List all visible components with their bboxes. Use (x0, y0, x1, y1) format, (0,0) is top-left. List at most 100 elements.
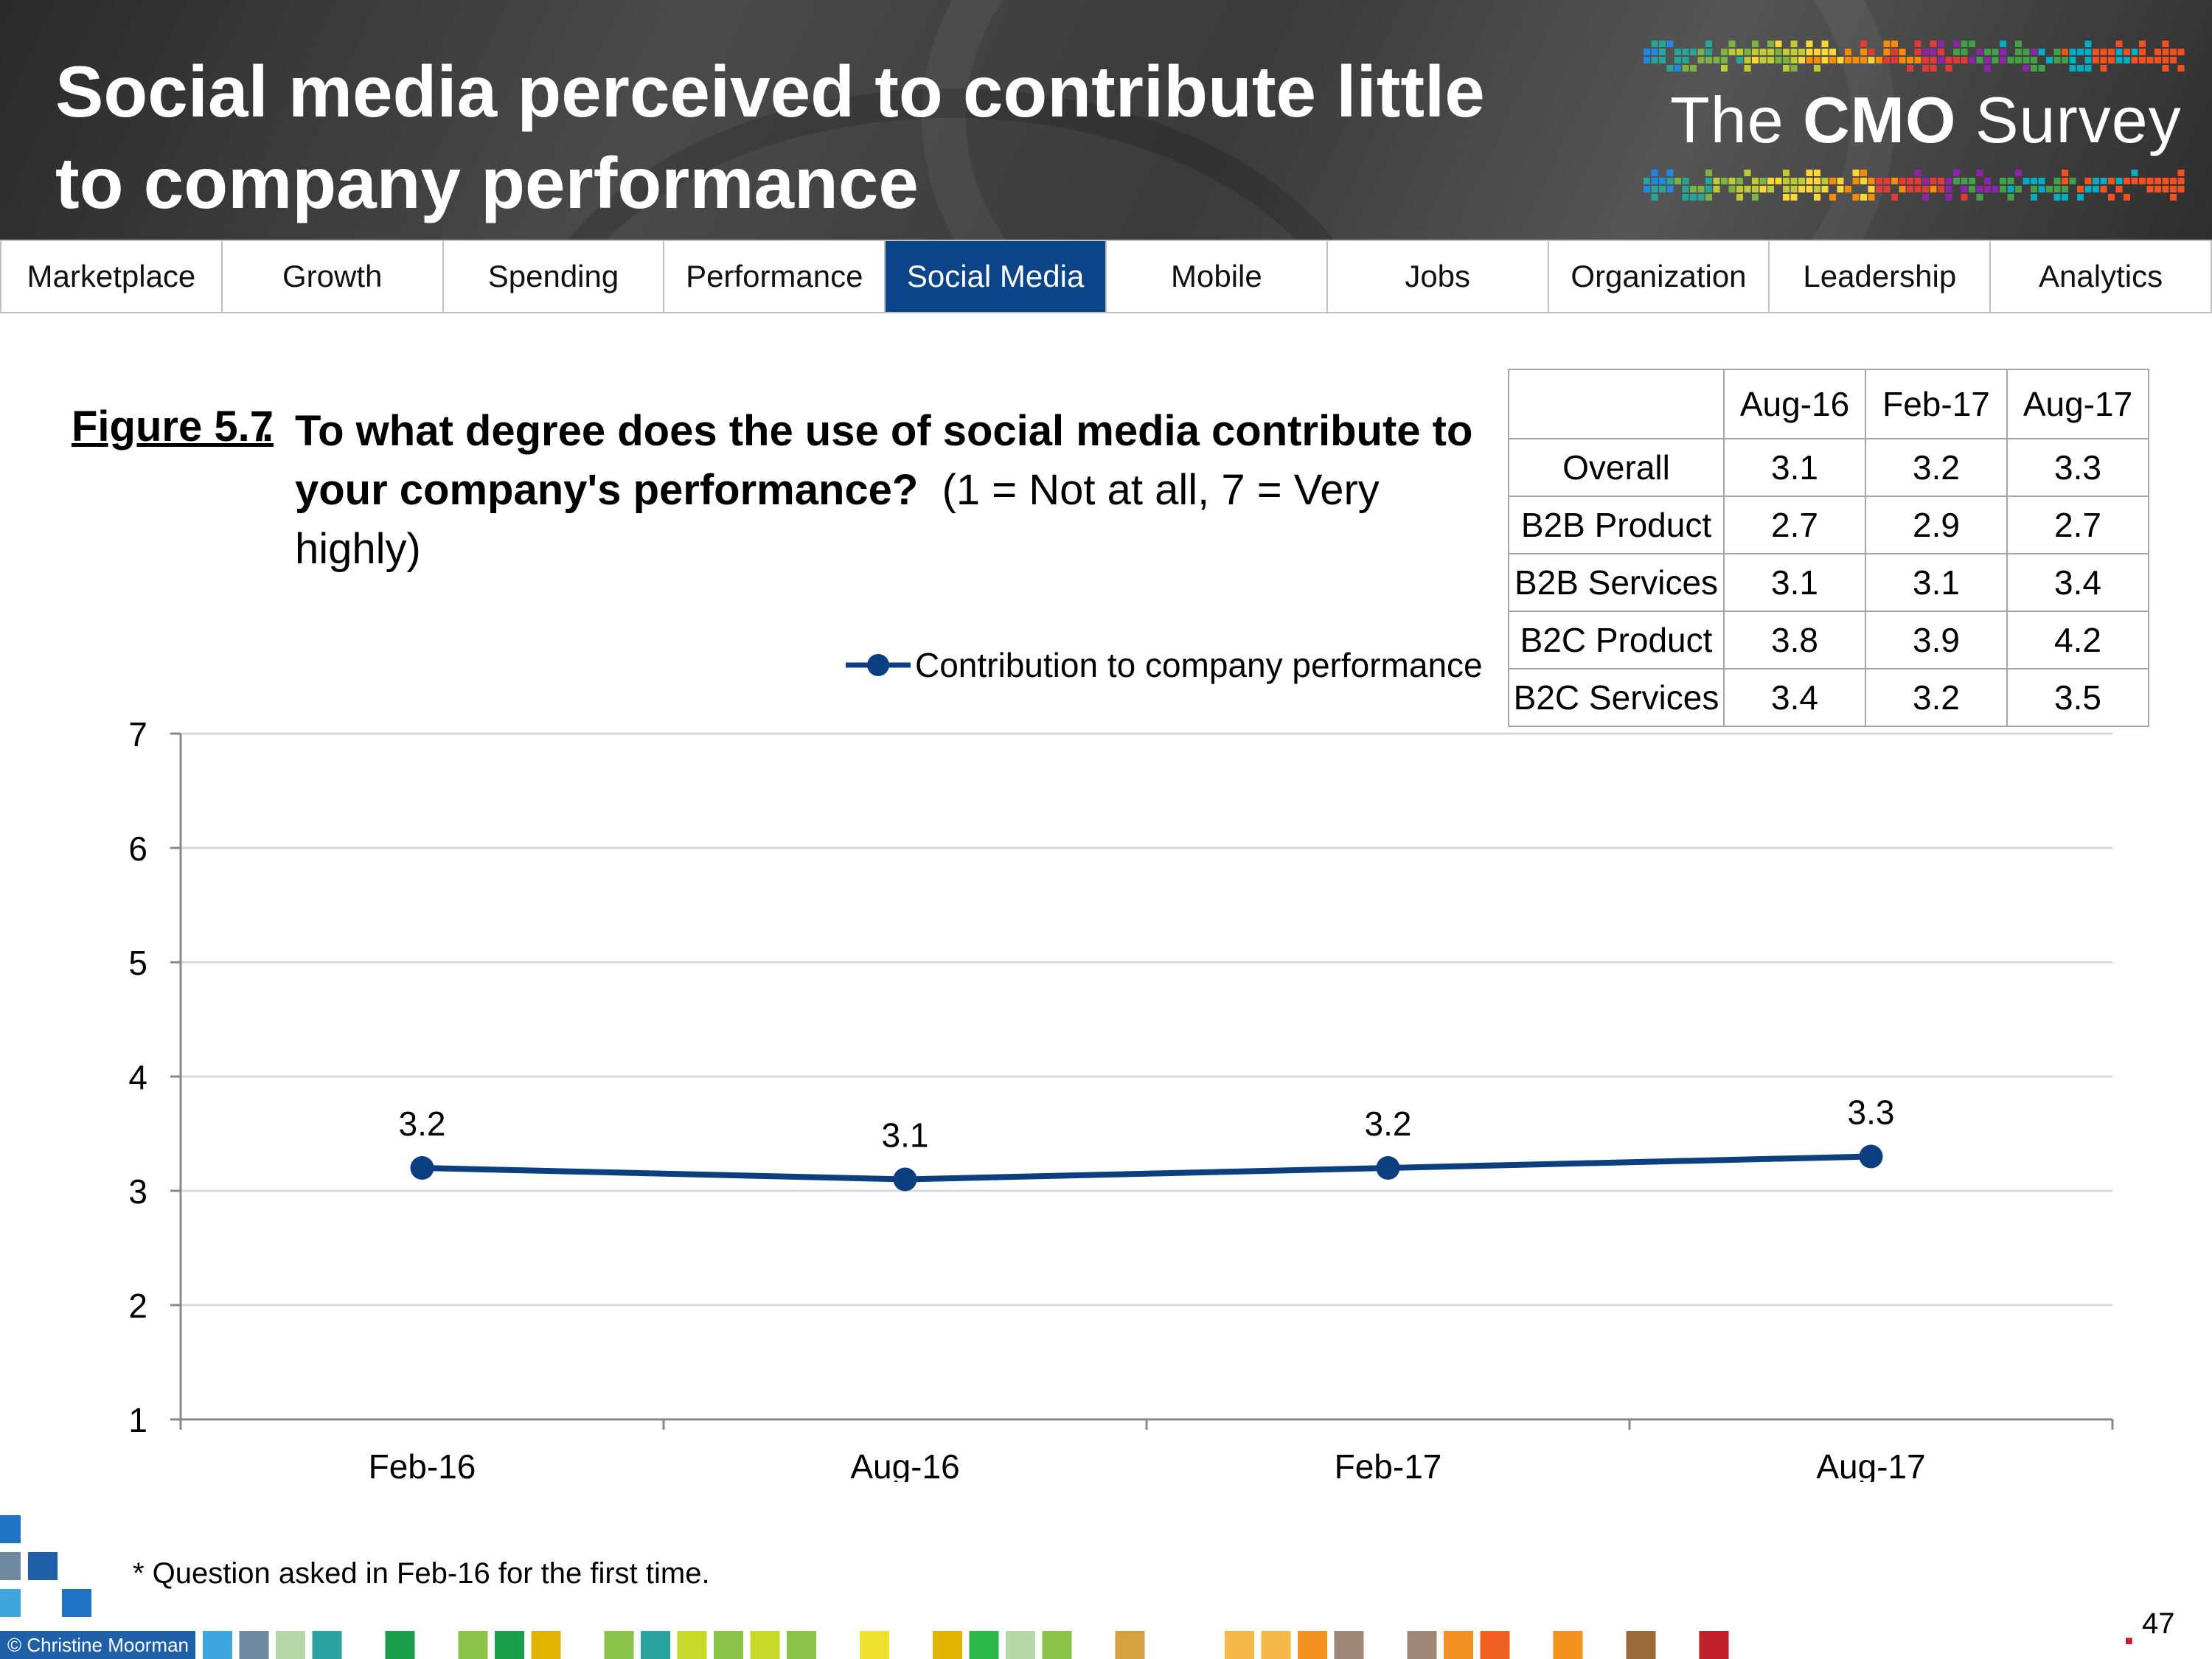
mosaic-tile (1930, 186, 1937, 192)
mosaic-tile (2177, 49, 2185, 55)
mosaic-tile (1961, 178, 1968, 184)
mosaic-tile (1883, 49, 1891, 55)
mosaic-tile (1868, 57, 1875, 63)
mosaic-tile (2108, 49, 2115, 55)
mosaic-tile (1752, 41, 1759, 47)
mosaic-tile (1690, 186, 1697, 192)
footer-tile (860, 1631, 889, 1659)
footer-tile (969, 1631, 999, 1659)
tab-marketplace[interactable]: Marketplace (0, 241, 223, 312)
mosaic-tile (2031, 57, 2037, 63)
mosaic-tile (1814, 194, 1820, 201)
mosaic-tile (1891, 41, 1898, 47)
mosaic-tile (1736, 186, 1743, 192)
mosaic-tile (1814, 178, 1820, 184)
tab-growth[interactable]: Growth (223, 241, 444, 312)
footer-tile (1042, 1631, 1072, 1659)
mosaic-tile (2023, 57, 2030, 63)
mosaic-tile (1837, 57, 1844, 63)
mosaic-tile (2131, 170, 2138, 176)
mosaic-tile (1767, 186, 1774, 192)
footer-tile (239, 1631, 269, 1659)
y-tick-label: 4 (128, 1058, 147, 1096)
logo-suffix: Survey (1975, 83, 2182, 156)
mosaic-tile (2031, 65, 2037, 72)
mosaic-tile (1945, 186, 1952, 192)
mosaic-tile (1790, 194, 1798, 201)
mosaic-tile (2015, 41, 2022, 47)
mosaic-tile (1651, 57, 1658, 63)
scale-text: (1 = Not at all, 7 = Very highly) (295, 466, 1380, 573)
mosaic-tile (1821, 178, 1829, 184)
mosaic-tile (2007, 57, 2014, 63)
mosaic-tile (2031, 186, 2037, 192)
x-tick-label: Aug-16 (850, 1447, 959, 1482)
mosaic-tile (2162, 178, 2169, 184)
mosaic-tile (1752, 49, 1759, 55)
mosaic-tile (1690, 65, 1697, 72)
table-cell: 3.8 (1723, 611, 1866, 669)
mosaic-tile (1644, 57, 1650, 63)
mosaic-tile (1806, 57, 1813, 63)
mosaic-tile (1728, 49, 1736, 55)
mosaic-tile (2170, 186, 2177, 192)
mosaic-tile (1922, 186, 1929, 192)
question-text: To what degree does the use of social me… (295, 407, 1473, 514)
mosaic-tile (1945, 57, 1952, 63)
mosaic-tile (1674, 65, 1681, 72)
x-tick-label: Aug-17 (1816, 1447, 1925, 1482)
tab-analytics[interactable]: Analytics (1991, 241, 2212, 312)
footer-tile (1298, 1631, 1327, 1659)
tab-performance[interactable]: Performance (664, 241, 886, 312)
mosaic-tile (1666, 65, 1674, 72)
mosaic-tile (2077, 49, 2084, 55)
figure-label-period: . (262, 403, 274, 451)
tab-social-media[interactable]: Social Media (886, 241, 1107, 312)
table-cell: 3.5 (2006, 668, 2149, 727)
mosaic-tile (1883, 57, 1891, 63)
mosaic-tile (1814, 186, 1820, 192)
mosaic-tile (2177, 170, 2185, 176)
cmo-survey-logo: The CMO Survey (1670, 83, 2182, 158)
mosaic-tile (1674, 178, 1681, 184)
mosaic-tile (1984, 57, 1991, 63)
tab-spending[interactable]: Spending (444, 241, 665, 312)
mosaic-tile (2131, 49, 2138, 55)
mosaic-tile (2084, 49, 2092, 55)
table-row: B2B Services 3.1 3.1 3.4 (1508, 553, 2149, 612)
mosaic-tile (2115, 41, 2123, 47)
mosaic-tile (1697, 57, 1705, 63)
mosaic-tile (1659, 41, 1666, 47)
data-label: 3.1 (882, 1116, 929, 1155)
mosaic-tile (2046, 186, 2053, 192)
mosaic-tile (1976, 49, 1983, 55)
mosaic-tile (1852, 194, 1860, 201)
mosaic-tile (1659, 178, 1666, 184)
mosaic-tile (2146, 57, 2154, 63)
mosaic-tile (2139, 41, 2146, 47)
mosaic-tile (1814, 57, 1820, 63)
footer-tile (1334, 1631, 1364, 1659)
mosaic-tile (2084, 41, 2092, 47)
mosaic-tile (1682, 178, 1689, 184)
mosaic-tile (2170, 49, 2177, 55)
mosaic-tile (1674, 57, 1681, 63)
mosaic-tile (1775, 57, 1782, 63)
mosaic-tile (1860, 49, 1867, 55)
tab-organization[interactable]: Organization (1549, 241, 1770, 312)
mosaic-tile (2000, 57, 2006, 63)
tab-jobs[interactable]: Jobs (1328, 241, 1549, 312)
mosaic-tile (2007, 178, 2014, 184)
mosaic-tile (1829, 194, 1836, 201)
mosaic-tile (2131, 178, 2138, 184)
mosaic-tile (1907, 178, 1913, 184)
y-tick-label: 2 (128, 1287, 147, 1325)
mosaic-tile (1930, 57, 1937, 63)
tab-leadership[interactable]: Leadership (1770, 241, 1992, 312)
y-tick-label: 6 (128, 830, 147, 868)
y-tick-label: 7 (128, 715, 147, 754)
mosaic-tile (2084, 178, 2092, 184)
tab-mobile[interactable]: Mobile (1107, 241, 1328, 312)
mosaic-tile (1930, 65, 1937, 72)
mosaic-tile (1992, 186, 1999, 192)
